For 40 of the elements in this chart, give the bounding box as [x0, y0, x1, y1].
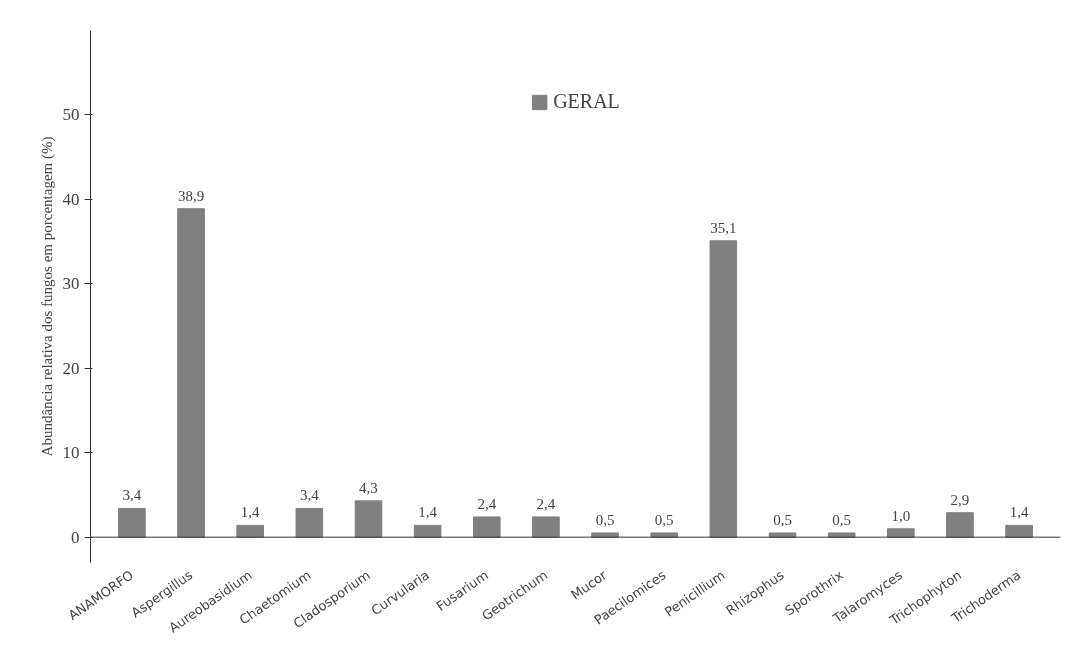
data-label: 0,5 [595, 511, 615, 528]
y-tick-label: 30 [62, 274, 80, 294]
bar [295, 507, 324, 538]
y-tick-label: 50 [62, 105, 80, 125]
y-axis-title: Abundância relativa dos fungos em porcentagem (%) [38, 136, 56, 457]
data-label: 35,1 [710, 219, 737, 236]
data-label: 2,4 [477, 495, 497, 512]
y-tick-label: 40 [62, 189, 80, 209]
data-label: 3,4 [299, 487, 320, 504]
data-label: 2,4 [536, 495, 556, 512]
bar [709, 240, 738, 538]
data-label: 1,0 [891, 507, 911, 524]
bar [827, 532, 856, 538]
y-tick-label: 20 [62, 358, 80, 378]
data-label: 2,9 [950, 491, 970, 508]
bar [413, 524, 442, 538]
bar [118, 507, 146, 538]
bar [236, 524, 264, 538]
bar [177, 208, 205, 538]
data-label: 0,5 [773, 511, 792, 528]
bar [472, 516, 501, 538]
bar [532, 516, 560, 538]
data-label: 0,5 [654, 511, 674, 528]
bar [650, 532, 679, 538]
bar [768, 532, 797, 538]
bar [591, 532, 619, 538]
data-label: 0,5 [832, 511, 852, 528]
bar [946, 512, 974, 538]
data-label: 38,9 [177, 187, 205, 204]
y-tick-label: 10 [62, 443, 80, 463]
bar [887, 528, 915, 538]
data-label: 1,4 [1009, 504, 1029, 521]
data-label: 1,4 [418, 504, 438, 521]
y-tick-label: 0 [71, 527, 80, 547]
data-label: 1,4 [240, 504, 261, 521]
data-label: 4,3 [359, 479, 378, 496]
bar [354, 500, 383, 538]
data-label: 3,4 [122, 487, 142, 504]
bar [1005, 524, 1033, 538]
legend-label: GERAL [553, 90, 620, 113]
